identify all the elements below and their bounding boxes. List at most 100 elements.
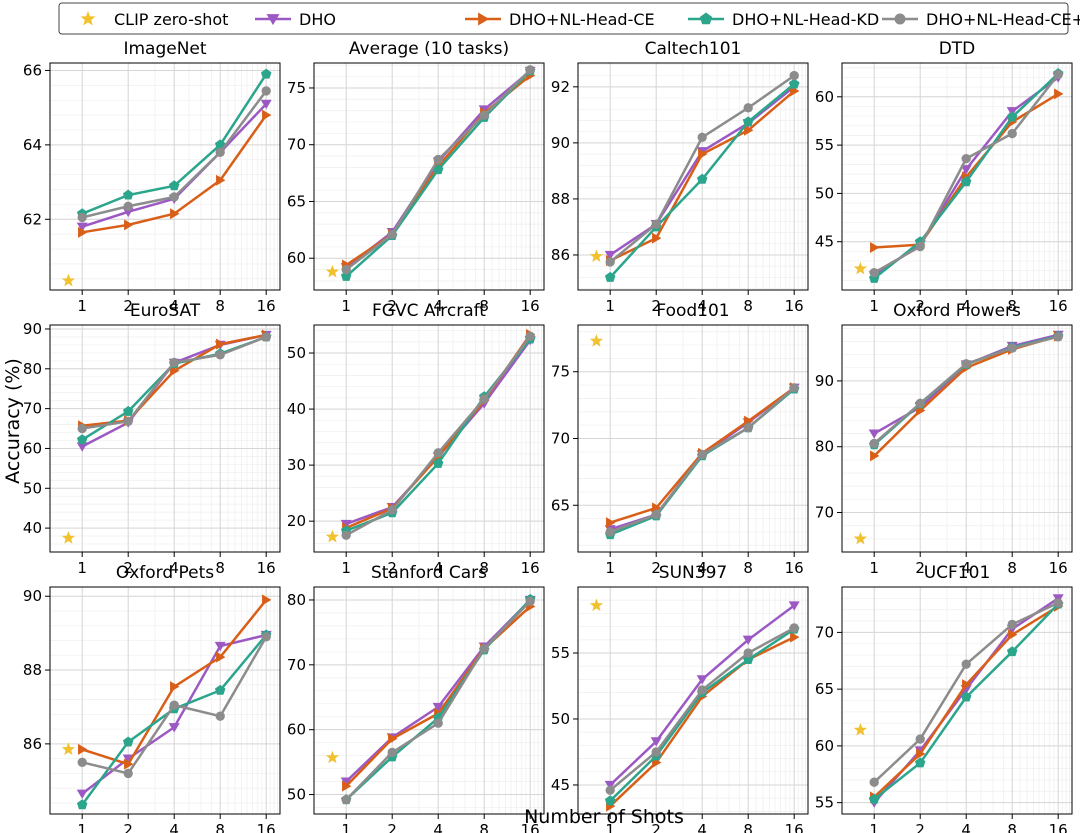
zero-shot-point bbox=[589, 249, 604, 263]
data-point bbox=[387, 505, 397, 515]
y-tick-label: 86 bbox=[23, 735, 42, 753]
data-point bbox=[169, 700, 179, 710]
subplot-caltech101: 1 2 4 8 16 86 88 90 92 Caltech101 bbox=[551, 39, 809, 315]
data-point bbox=[260, 68, 272, 79]
x-tick-label: 8 bbox=[215, 559, 225, 577]
data-point bbox=[525, 596, 535, 606]
zero-shot-point bbox=[853, 261, 868, 275]
data-point bbox=[604, 271, 616, 282]
data-point bbox=[525, 65, 535, 75]
subplot-title: FGVC Aircraft bbox=[372, 301, 486, 321]
subplot-average-10-tasks: 1 2 4 8 16 60 65 70 75 Average (10 tasks) bbox=[287, 39, 545, 315]
y-tick-label: 40 bbox=[23, 519, 42, 537]
data-point bbox=[433, 718, 443, 728]
subplot-stanford-cars: 1 2 4 8 16 50 60 70 80 Stanford Cars bbox=[287, 563, 545, 833]
data-point bbox=[960, 165, 972, 175]
subplot-title: Food101 bbox=[656, 301, 729, 321]
data-point bbox=[961, 659, 971, 669]
legend-label: DHO+NL-Head-CE+KD bbox=[926, 10, 1080, 29]
series-dho-nl-head-ce-kd bbox=[869, 598, 1063, 787]
y-tick-label: 45 bbox=[815, 233, 834, 251]
x-tick-label: 8 bbox=[743, 559, 753, 577]
legend-label: CLIP zero-shot bbox=[114, 10, 228, 29]
data-point bbox=[604, 780, 616, 791]
data-point bbox=[652, 232, 662, 244]
y-tick-label: 86 bbox=[551, 246, 570, 264]
y-tick-label: 75 bbox=[551, 363, 570, 381]
y-tick-label: 50 bbox=[551, 710, 570, 728]
data-point bbox=[122, 189, 134, 200]
legend-label: DHO+NL-Head-KD bbox=[732, 10, 879, 29]
data-point bbox=[170, 208, 180, 220]
data-point bbox=[961, 359, 971, 369]
data-point bbox=[742, 116, 754, 127]
y-tick-label: 66 bbox=[23, 61, 42, 79]
x-tick-label: 4 bbox=[433, 297, 443, 315]
y-tick-label: 60 bbox=[23, 439, 42, 457]
data-point bbox=[1007, 343, 1017, 353]
y-tick-label: 70 bbox=[551, 430, 570, 448]
legend-marker bbox=[266, 14, 280, 26]
data-point bbox=[261, 332, 271, 342]
x-tick-label: 8 bbox=[215, 297, 225, 315]
data-point bbox=[697, 685, 707, 695]
zero-shot-point bbox=[61, 531, 76, 544]
x-tick-label: 8 bbox=[1007, 297, 1017, 315]
data-point bbox=[696, 173, 708, 184]
data-point bbox=[870, 241, 880, 253]
data-point bbox=[788, 601, 800, 611]
y-tick-label: 65 bbox=[815, 680, 834, 698]
axes-frame bbox=[841, 324, 1073, 553]
axes-frame bbox=[841, 586, 1073, 815]
subplot-title: DTD bbox=[939, 39, 976, 59]
axes-frame bbox=[49, 586, 281, 815]
axes-frame bbox=[49, 62, 281, 291]
axes-frame bbox=[841, 62, 1073, 291]
subplot-food101: 1 2 4 8 16 65 70 75 Food101 bbox=[551, 301, 809, 577]
data-point bbox=[744, 124, 754, 136]
data-point bbox=[1006, 111, 1018, 122]
data-point bbox=[340, 519, 352, 530]
data-point bbox=[215, 147, 225, 157]
y-tick-label: 60 bbox=[815, 737, 834, 755]
subplot-title: Oxford Pets bbox=[116, 563, 214, 583]
y-tick-label: 70 bbox=[815, 623, 834, 641]
x-tick-label: 16 bbox=[1049, 297, 1068, 315]
x-tick-label: 2 bbox=[651, 297, 661, 315]
x-tick-label: 4 bbox=[169, 297, 179, 315]
series-dho-nl-head-ce-kd bbox=[605, 623, 799, 795]
axes-frame bbox=[577, 62, 809, 291]
y-tick-label: 64 bbox=[23, 136, 42, 154]
y-tick-label: 50 bbox=[23, 479, 42, 497]
subplot-title: ImageNet bbox=[123, 39, 206, 59]
x-tick-label: 1 bbox=[869, 297, 879, 315]
data-point bbox=[122, 736, 134, 747]
series-dho-nl-head-ce bbox=[78, 109, 272, 238]
x-tick-label: 4 bbox=[169, 821, 179, 833]
data-point bbox=[76, 434, 88, 445]
legend-label: DHO+NL-Head-CE bbox=[509, 10, 655, 29]
data-point bbox=[479, 110, 489, 120]
y-tick-label: 65 bbox=[551, 496, 570, 514]
y-tick-label: 80 bbox=[815, 438, 834, 456]
legend-item-clip-zero-shot: CLIP zero-shot bbox=[80, 10, 228, 29]
x-tick-label: 4 bbox=[961, 559, 971, 577]
y-tick-label: 50 bbox=[815, 184, 834, 202]
y-tick-label: 60 bbox=[815, 88, 834, 106]
data-point bbox=[77, 757, 87, 768]
legend-item-dho: DHO bbox=[255, 10, 336, 29]
data-point bbox=[960, 691, 972, 702]
data-point bbox=[605, 785, 615, 795]
data-point bbox=[789, 70, 799, 81]
data-point bbox=[122, 754, 134, 764]
data-point bbox=[76, 222, 88, 232]
subplot-title: SUN397 bbox=[659, 563, 727, 583]
data-point bbox=[1006, 646, 1018, 657]
axes-frame bbox=[313, 62, 545, 291]
x-tick-label: 2 bbox=[651, 559, 661, 577]
data-point bbox=[215, 711, 225, 721]
y-tick-label: 50 bbox=[287, 786, 306, 804]
data-point bbox=[869, 267, 879, 278]
x-tick-label: 16 bbox=[521, 297, 540, 315]
data-point bbox=[604, 795, 616, 806]
